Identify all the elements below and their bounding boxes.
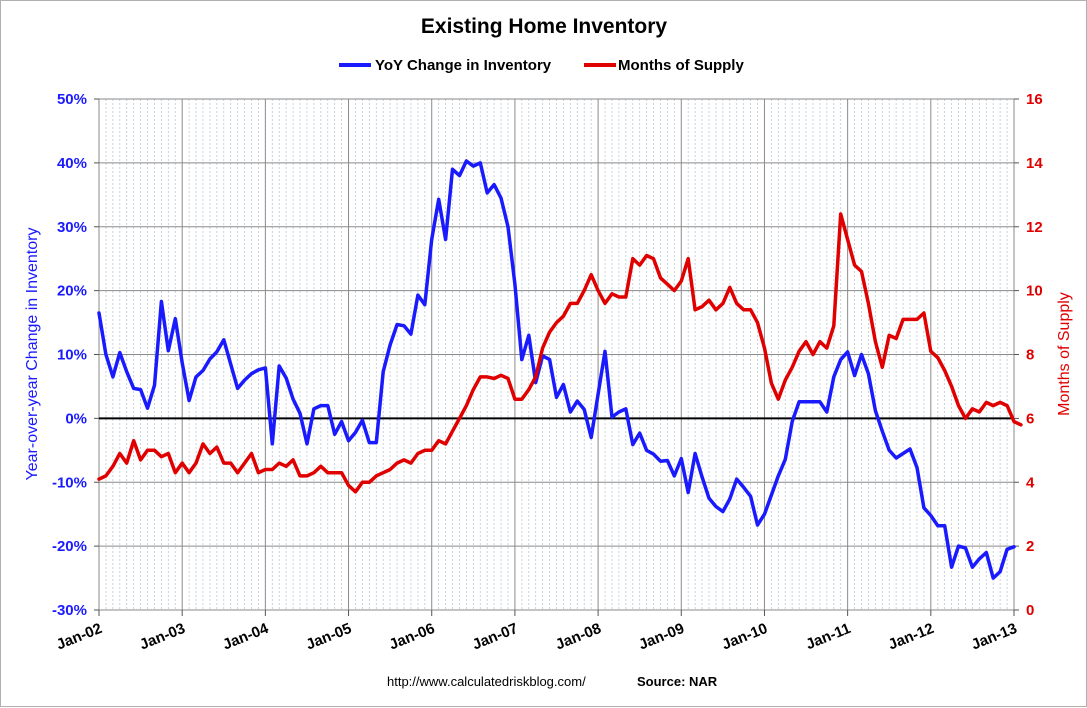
legend-label-yoy: YoY Change in Inventory <box>375 57 552 74</box>
y-right-tick-label: 16 <box>1026 91 1043 108</box>
x-tick-label: Jan-05 <box>304 620 354 654</box>
x-tick-label: Jan-09 <box>636 620 686 654</box>
y-right-tick-label: 4 <box>1026 474 1035 491</box>
source-url: http://www.calculatedriskblog.com/ <box>387 674 586 689</box>
x-tick-label: Jan-10 <box>720 620 770 654</box>
y-right-tick-label: 2 <box>1026 538 1034 555</box>
x-axis-ticks: Jan-02 Jan-03 Jan-04 Jan-05 Jan-06 Jan-07 Jan-… <box>54 610 1019 654</box>
y-left-tick-label: 20% <box>57 283 87 300</box>
x-tick-label: Jan-08 <box>553 620 603 654</box>
y-right-tick-label: 6 <box>1026 410 1034 427</box>
y-right-tick-label: 12 <box>1026 219 1043 236</box>
right-axis-ticks: 16 14 12 10 8 6 4 2 0 <box>1014 91 1043 619</box>
legend-label-months: Months of Supply <box>618 57 744 74</box>
y-left-tick-label: 0% <box>65 410 87 427</box>
x-tick-label: Jan-02 <box>54 620 104 654</box>
y-right-tick-label: 10 <box>1026 283 1043 300</box>
gridlines <box>99 98 1014 611</box>
y-left-tick-label: 50% <box>57 91 87 108</box>
x-tick-label: Jan-04 <box>220 620 271 654</box>
series-layer <box>97 159 1023 580</box>
y-right-tick-label: 0 <box>1026 602 1034 619</box>
y-left-tick-label: -10% <box>52 474 87 491</box>
legend: YoY Change in Inventory Months of Supply <box>339 57 744 74</box>
chart-title: Existing Home Inventory <box>421 15 668 38</box>
series-line-months <box>97 212 1023 494</box>
y-right-tick-label: 8 <box>1026 347 1034 364</box>
x-tick-label: Jan-03 <box>137 620 187 654</box>
y-axis-right-label: Months of Supply <box>1056 292 1073 416</box>
x-tick-label: Jan-12 <box>886 620 936 654</box>
y-left-tick-label: -30% <box>52 602 87 619</box>
x-tick-label: Jan-06 <box>387 620 437 654</box>
x-tick-label: Jan-11 <box>803 620 853 653</box>
y-left-tick-label: -20% <box>52 538 87 555</box>
source-credit: Source: NAR <box>637 674 718 689</box>
y-left-tick-label: 30% <box>57 219 87 236</box>
x-tick-label: Jan-13 <box>969 620 1019 654</box>
x-tick-label: Jan-07 <box>470 620 520 654</box>
y-right-tick-label: 14 <box>1026 155 1043 172</box>
series-line-yoy <box>97 159 1016 580</box>
y-axis-left-label: Year-over-year Change in Inventory <box>24 228 41 481</box>
y-left-tick-label: 40% <box>57 155 87 172</box>
y-left-tick-label: 10% <box>57 347 87 364</box>
left-axis-ticks: 50% 40% 30% 20% 10% 0% -10% -20% -30% <box>52 91 99 619</box>
